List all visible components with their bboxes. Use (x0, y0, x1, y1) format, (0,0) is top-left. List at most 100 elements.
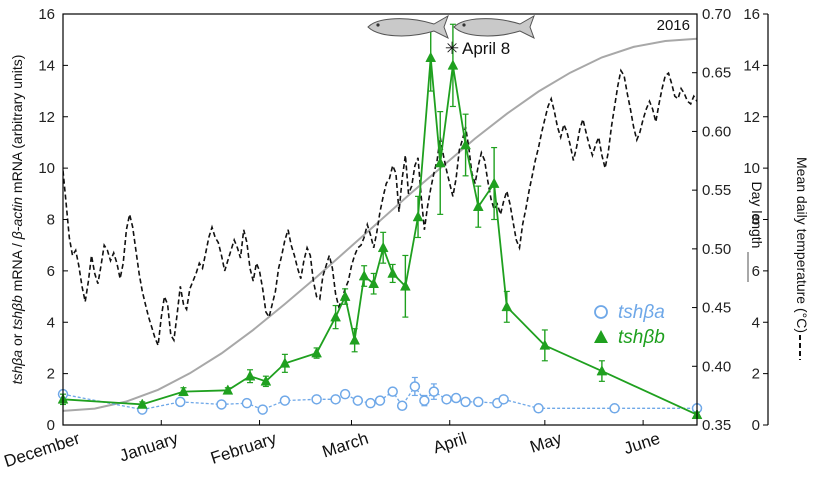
tshb-point (387, 267, 399, 278)
year-label: 2016 (657, 17, 690, 34)
x-tick-label: December (2, 429, 83, 471)
tsha-point (441, 394, 452, 405)
tshb-point (178, 385, 189, 396)
tshb-point (412, 210, 424, 222)
tsha-point (339, 388, 351, 400)
x-tick-label: April (431, 429, 469, 458)
y-left-axis-title-part: β-actin (9, 197, 25, 240)
annotation-label: April 8 (462, 39, 510, 58)
tsha-point (279, 395, 291, 406)
legend-marker (594, 305, 608, 319)
y-right2-tick-label: 2 (752, 366, 760, 383)
y-right2-tick-label: 12 (743, 109, 760, 126)
y-left-tick-label: 6 (47, 263, 55, 280)
y-right2-tick-label: 14 (743, 57, 760, 74)
y-left-tick-label: 4 (47, 314, 55, 331)
tsha-point (450, 392, 462, 404)
y-left-axis-title-part: or (9, 330, 25, 350)
tshb-point (349, 334, 361, 345)
y-right2-tick-label: 10 (743, 160, 760, 177)
tsha-point (609, 403, 620, 414)
y-left-tick-label: 10 (38, 160, 55, 177)
tshb-point (425, 51, 437, 62)
tsha-point (311, 394, 322, 405)
tsha-point (175, 396, 186, 408)
tshb-point (222, 384, 234, 395)
legend-label: tshβb (618, 327, 665, 348)
y-right2-tick-label: 16 (743, 6, 760, 23)
tshb-point (358, 270, 370, 281)
temperature-line (63, 68, 697, 349)
y-left-tick-label: 12 (38, 109, 55, 126)
tshb-point (260, 375, 272, 386)
y-right1-tick-label: 0.35 (702, 417, 731, 434)
tshb-point (339, 290, 351, 301)
tsha-point (498, 394, 509, 405)
tshb-point (311, 347, 322, 358)
tshb-point (279, 357, 291, 368)
y-right2-tick-label: 6 (752, 263, 760, 280)
tsha-point (257, 404, 268, 415)
y-left-axis-title-part: tshβb (9, 295, 25, 330)
tsha-point (419, 395, 430, 406)
y-left-tick-label: 14 (38, 57, 55, 74)
y-left-tick-label: 0 (47, 417, 55, 434)
tsha-point (374, 395, 386, 406)
y-right1-tick-label: 0.70 (702, 6, 731, 23)
daylength-line (63, 37, 697, 412)
tshb-point (501, 300, 513, 312)
tsha-point (330, 394, 341, 405)
y-left-axis-title-part: mRNA (arbitrary units) (9, 55, 25, 197)
y-right1-tick-label: 0.60 (702, 123, 731, 140)
legend-label: tshβa (618, 302, 665, 323)
tsha-point (352, 395, 364, 406)
tsha-point (409, 381, 421, 392)
tshb-point (377, 241, 389, 253)
y-right2-tick-label: 8 (752, 212, 760, 229)
x-tick-label: January (117, 429, 181, 466)
tshb-point (460, 139, 471, 150)
tshb-point (596, 365, 608, 376)
tshb-point (434, 157, 446, 168)
tshb-point (539, 339, 551, 350)
tsha-point (365, 397, 376, 409)
y-right2-tick-label: 4 (752, 314, 760, 331)
tsha-point (533, 403, 544, 414)
x-tick-label: June (621, 429, 662, 458)
y-left-tick-label: 2 (47, 366, 55, 383)
y-right1-axis-title: Day length (749, 182, 765, 249)
tshb-point (136, 398, 148, 409)
x-tick-label: May (528, 429, 565, 457)
y-right1-tick-label: 0.50 (702, 241, 731, 258)
y-left-axis-title: tshβa or tshβb mRNA / β-actin mRNA (arbi… (9, 55, 25, 385)
y-left-axis-title-part: tshβa (9, 350, 25, 385)
tshb-point (447, 59, 459, 70)
legend-marker (594, 330, 608, 343)
y-right2-axis-title: Mean daily temperature (°C) (794, 157, 810, 333)
tsha-point (216, 399, 227, 410)
tshb-point (399, 280, 411, 291)
legend: tshβa tshβb (594, 302, 665, 348)
x-tick-label: March (320, 429, 371, 462)
y-right1-tick-label: 0.65 (702, 65, 731, 82)
tshb-point (472, 200, 484, 211)
fish-icon-group (367, 14, 535, 40)
tsha-point (473, 396, 484, 408)
fish-icon (453, 14, 535, 40)
y-right1-tick-label: 0.40 (702, 358, 731, 375)
tsha-point (396, 400, 408, 411)
y-right1-tick-label: 0.55 (702, 182, 731, 199)
tshb-point (368, 277, 380, 289)
annotation-symbol: ✳ (445, 39, 459, 58)
tsha-point (241, 397, 253, 409)
tsha-point (428, 386, 440, 397)
tsha-point (460, 396, 471, 408)
y-right2-tick-label: 0 (752, 417, 760, 434)
x-tick-label: February (208, 429, 279, 468)
y-left-tick-label: 8 (47, 212, 55, 229)
tshb-point (330, 311, 341, 322)
y-left-axis-title-part: mRNA / (9, 239, 25, 295)
fish-icon (367, 14, 449, 40)
